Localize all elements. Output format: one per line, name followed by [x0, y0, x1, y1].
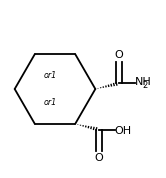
Text: O: O: [95, 153, 103, 163]
Text: NH: NH: [135, 77, 152, 87]
Text: or1: or1: [43, 98, 57, 108]
Text: 2: 2: [143, 81, 148, 90]
Text: or1: or1: [43, 70, 57, 80]
Text: OH: OH: [115, 125, 132, 135]
Text: O: O: [115, 50, 124, 60]
